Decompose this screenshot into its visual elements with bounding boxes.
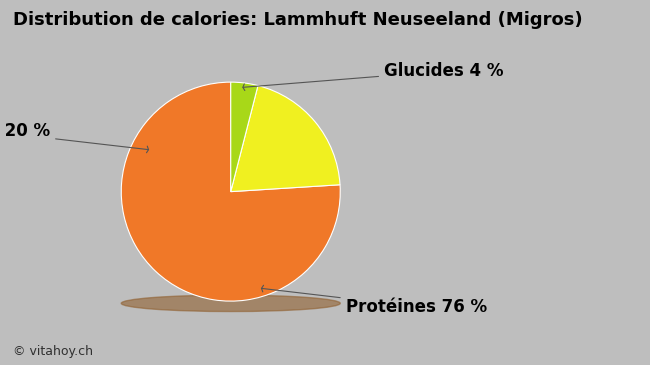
Ellipse shape — [122, 295, 340, 311]
Wedge shape — [231, 82, 258, 192]
Text: Glucides 4 %: Glucides 4 % — [243, 62, 504, 91]
Text: Protéines 76 %: Protéines 76 % — [261, 285, 487, 316]
Text: © vitahoy.ch: © vitahoy.ch — [13, 345, 93, 358]
Wedge shape — [122, 82, 340, 301]
Text: Lipides 20 %: Lipides 20 % — [0, 122, 149, 153]
Wedge shape — [231, 85, 340, 192]
Text: Distribution de calories: Lammhuft Neuseeland (Migros): Distribution de calories: Lammhuft Neuse… — [13, 11, 582, 29]
